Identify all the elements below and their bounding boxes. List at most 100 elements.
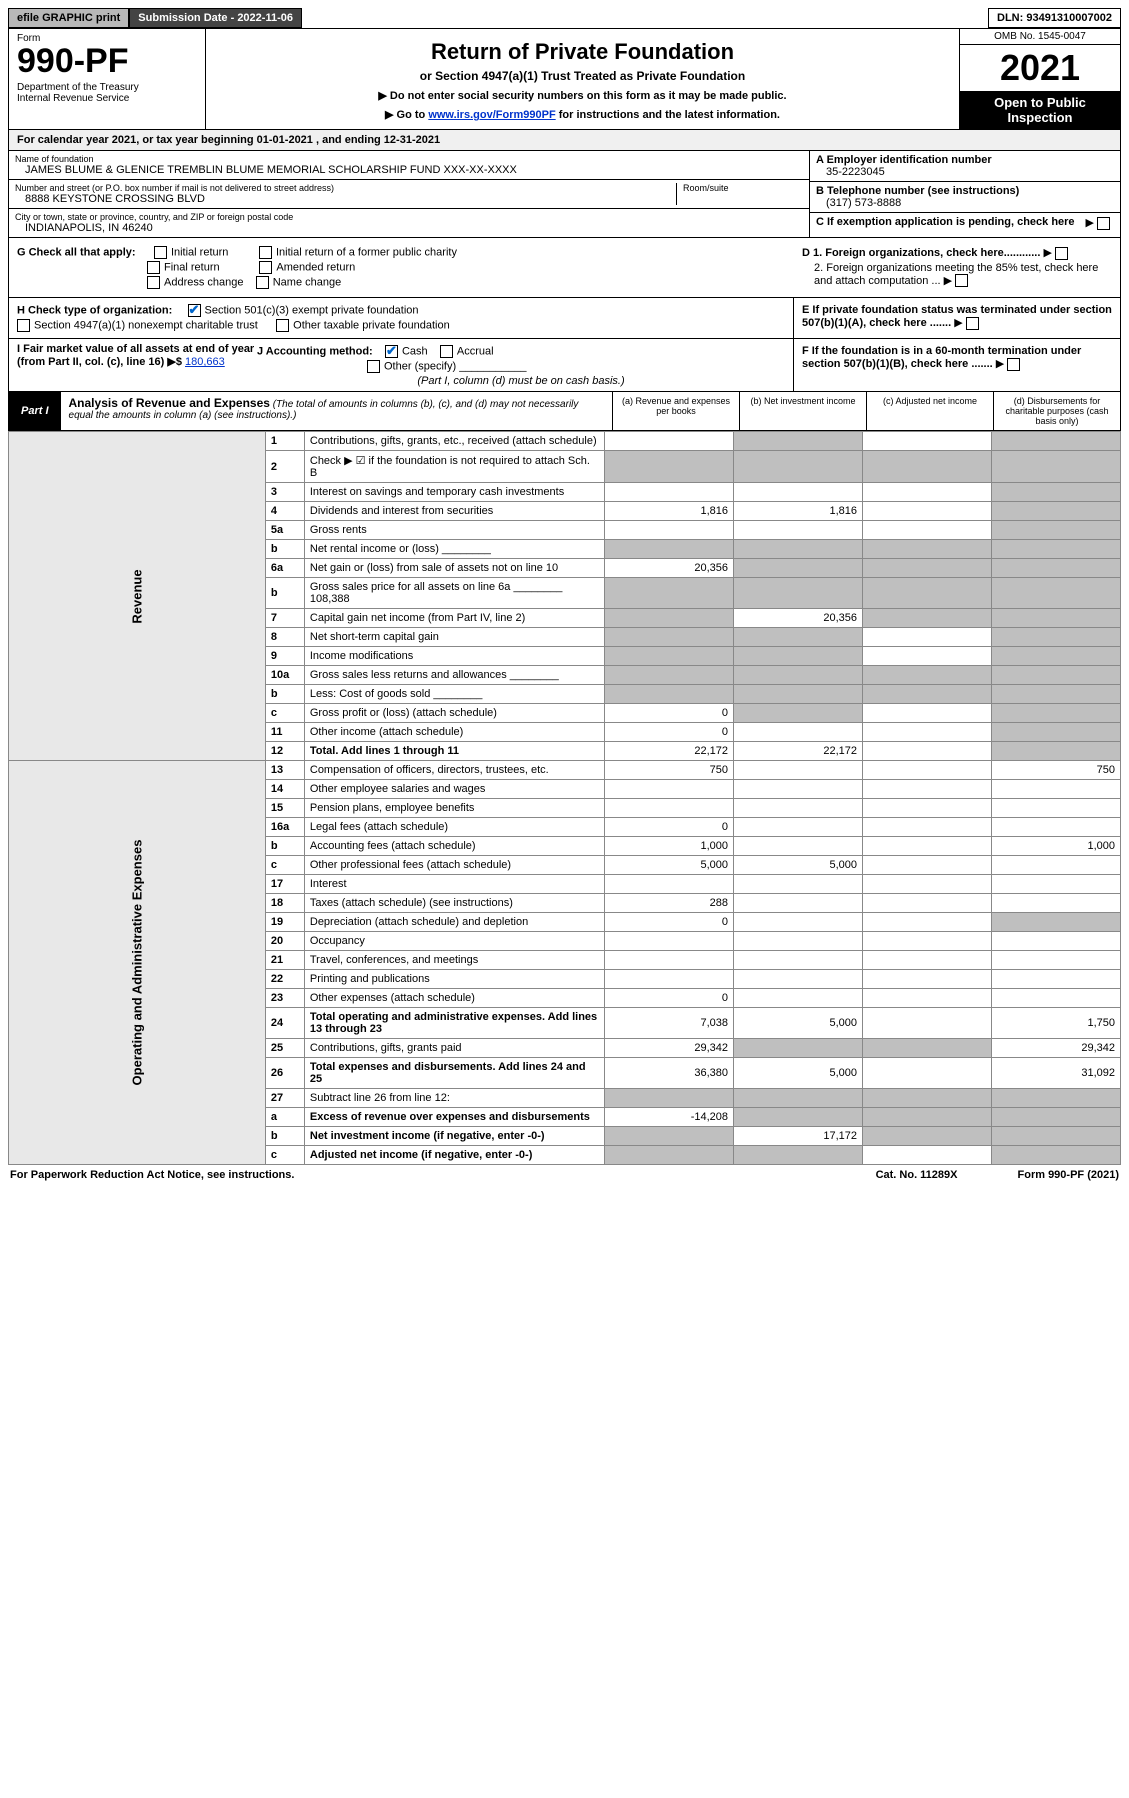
- amount-cell: [863, 1108, 992, 1127]
- line-desc: Less: Cost of goods sold ________: [304, 685, 604, 704]
- line-number: 15: [265, 799, 304, 818]
- line-desc: Total expenses and disbursements. Add li…: [304, 1058, 604, 1089]
- chk-name[interactable]: [256, 276, 269, 289]
- line-desc: Income modifications: [304, 647, 604, 666]
- amount-cell: 1,000: [992, 837, 1121, 856]
- amount-cell: [992, 559, 1121, 578]
- amount-cell: [863, 761, 992, 780]
- d1-checkbox[interactable]: [1055, 247, 1068, 260]
- amount-cell: [863, 989, 992, 1008]
- dln: DLN: 93491310007002: [988, 8, 1121, 28]
- amount-cell: [734, 432, 863, 451]
- amount-cell: [863, 780, 992, 799]
- e-checkbox[interactable]: [966, 317, 979, 330]
- amount-cell: [863, 742, 992, 761]
- line-desc: Total. Add lines 1 through 11: [304, 742, 604, 761]
- amount-cell: 750: [605, 761, 734, 780]
- amount-cell: [734, 951, 863, 970]
- table-row: Revenue1Contributions, gifts, grants, et…: [9, 432, 1121, 451]
- amount-cell: [992, 685, 1121, 704]
- line-desc: Taxes (attach schedule) (see instruction…: [304, 894, 604, 913]
- top-bar: efile GRAPHIC print Submission Date - 20…: [8, 8, 1121, 28]
- amount-cell: [863, 502, 992, 521]
- amount-cell: -14,208: [605, 1108, 734, 1127]
- chk-final[interactable]: [147, 261, 160, 274]
- line-number: 4: [265, 502, 304, 521]
- line-number: 14: [265, 780, 304, 799]
- amount-cell: [992, 521, 1121, 540]
- chk-4947[interactable]: [17, 319, 30, 332]
- amount-cell: [734, 647, 863, 666]
- amount-cell: [992, 628, 1121, 647]
- line-desc: Pension plans, employee benefits: [304, 799, 604, 818]
- amount-cell: [605, 799, 734, 818]
- amount-cell: [863, 932, 992, 951]
- chk-initial-former[interactable]: [259, 246, 272, 259]
- part1-table: Revenue1Contributions, gifts, grants, et…: [8, 431, 1121, 1165]
- footer-left: For Paperwork Reduction Act Notice, see …: [10, 1169, 294, 1181]
- line-desc: Gross sales less returns and allowances …: [304, 666, 604, 685]
- amount-cell: 7,038: [605, 1008, 734, 1039]
- a-label: A Employer identification number: [816, 154, 1114, 166]
- amount-cell: [992, 951, 1121, 970]
- chk-amended[interactable]: [259, 261, 272, 274]
- chk-501c3[interactable]: [188, 304, 201, 317]
- foundation-name: JAMES BLUME & GLENICE TREMBLIN BLUME MEM…: [15, 164, 803, 176]
- org-info: Name of foundation JAMES BLUME & GLENICE…: [8, 151, 1121, 238]
- amount-cell: [734, 685, 863, 704]
- amount-cell: [605, 780, 734, 799]
- amount-cell: [863, 913, 992, 932]
- amount-cell: [605, 666, 734, 685]
- amount-cell: [734, 723, 863, 742]
- chk-other-acct[interactable]: [367, 360, 380, 373]
- chk-accrual[interactable]: [440, 345, 453, 358]
- amount-cell: [992, 818, 1121, 837]
- line-number: 16a: [265, 818, 304, 837]
- chk-initial[interactable]: [154, 246, 167, 259]
- amount-cell: [863, 521, 992, 540]
- line-number: 1: [265, 432, 304, 451]
- line-desc: Other income (attach schedule): [304, 723, 604, 742]
- line-desc: Adjusted net income (if negative, enter …: [304, 1146, 604, 1165]
- amount-cell: [992, 913, 1121, 932]
- calendar-year: For calendar year 2021, or tax year begi…: [8, 130, 1121, 151]
- amount-cell: 1,000: [605, 837, 734, 856]
- amount-cell: [605, 1089, 734, 1108]
- chk-addr[interactable]: [147, 276, 160, 289]
- amount-cell: [734, 704, 863, 723]
- line-desc: Interest: [304, 875, 604, 894]
- amount-cell: [863, 685, 992, 704]
- amount-cell: [734, 1089, 863, 1108]
- amount-cell: [734, 578, 863, 609]
- line-desc: Interest on savings and temporary cash i…: [304, 483, 604, 502]
- line-number: 21: [265, 951, 304, 970]
- amount-cell: [734, 818, 863, 837]
- line-number: 9: [265, 647, 304, 666]
- col-a: (a) Revenue and expenses per books: [612, 392, 739, 430]
- chk-other-tax[interactable]: [276, 319, 289, 332]
- amount-cell: [605, 578, 734, 609]
- amount-cell: [992, 989, 1121, 1008]
- amount-cell: [992, 666, 1121, 685]
- amount-cell: [863, 799, 992, 818]
- amount-cell: 22,172: [734, 742, 863, 761]
- form990pf-link[interactable]: www.irs.gov/Form990PF: [428, 109, 555, 121]
- amount-cell: [863, 1008, 992, 1039]
- note2: ▶ Go to www.irs.gov/Form990PF for instru…: [214, 108, 951, 121]
- d2-checkbox[interactable]: [955, 274, 968, 287]
- c-checkbox[interactable]: [1097, 217, 1110, 230]
- amount-cell: [734, 1108, 863, 1127]
- title: Return of Private Foundation: [214, 39, 951, 65]
- line-number: 6a: [265, 559, 304, 578]
- line-number: b: [265, 685, 304, 704]
- h-label: H Check type of organization:: [17, 304, 172, 316]
- line-desc: Total operating and administrative expen…: [304, 1008, 604, 1039]
- amount-cell: [734, 1039, 863, 1058]
- line-number: c: [265, 1146, 304, 1165]
- amount-cell: [992, 875, 1121, 894]
- line-desc: Dividends and interest from securities: [304, 502, 604, 521]
- chk-cash[interactable]: [385, 345, 398, 358]
- f-checkbox[interactable]: [1007, 358, 1020, 371]
- line-number: 18: [265, 894, 304, 913]
- amount-cell: [605, 932, 734, 951]
